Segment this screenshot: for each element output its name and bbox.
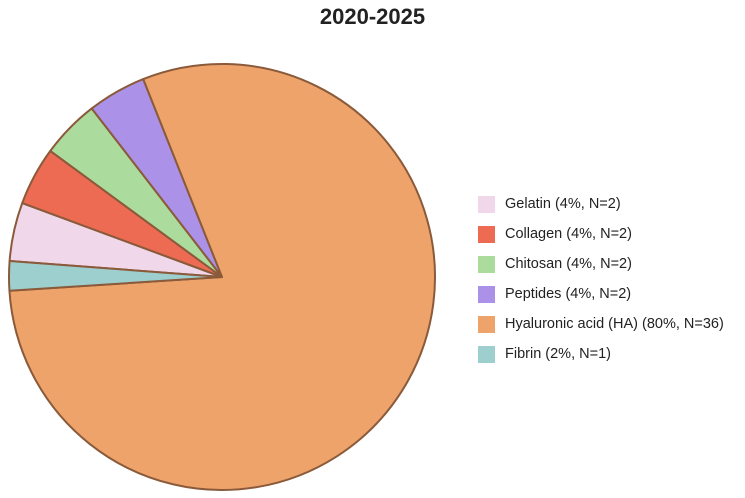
legend: Gelatin (4%, N=2) Collagen (4%, N=2) Chi… bbox=[478, 189, 724, 369]
legend-item-peptides: Peptides (4%, N=2) bbox=[478, 279, 724, 309]
legend-swatch-fibrin bbox=[478, 345, 495, 363]
legend-label-collagen: Collagen (4%, N=2) bbox=[505, 226, 632, 242]
legend-item-chitosan: Chitosan (4%, N=2) bbox=[478, 249, 724, 279]
legend-item-fibrin: Fibrin (2%, N=1) bbox=[478, 339, 724, 369]
legend-label-hyaluronic-acid: Hyaluronic acid (HA) (80%, N=36) bbox=[505, 316, 724, 332]
legend-swatch-hyaluronic-acid bbox=[478, 315, 495, 333]
legend-item-gelatin: Gelatin (4%, N=2) bbox=[478, 189, 724, 219]
legend-label-chitosan: Chitosan (4%, N=2) bbox=[505, 256, 632, 272]
pie-slice-fibrin bbox=[8, 260, 223, 292]
legend-label-fibrin: Fibrin (2%, N=1) bbox=[505, 346, 611, 362]
legend-label-gelatin: Gelatin (4%, N=2) bbox=[505, 196, 621, 212]
legend-item-hyaluronic-acid: Hyaluronic acid (HA) (80%, N=36) bbox=[478, 309, 724, 339]
legend-swatch-collagen bbox=[478, 225, 495, 243]
legend-label-peptides: Peptides (4%, N=2) bbox=[505, 286, 632, 302]
legend-swatch-peptides bbox=[478, 285, 495, 303]
chart-title: 2020-2025 bbox=[319, 4, 426, 29]
legend-swatch-gelatin bbox=[478, 195, 495, 213]
legend-swatch-chitosan bbox=[478, 255, 495, 273]
legend-item-collagen: Collagen (4%, N=2) bbox=[478, 219, 724, 249]
